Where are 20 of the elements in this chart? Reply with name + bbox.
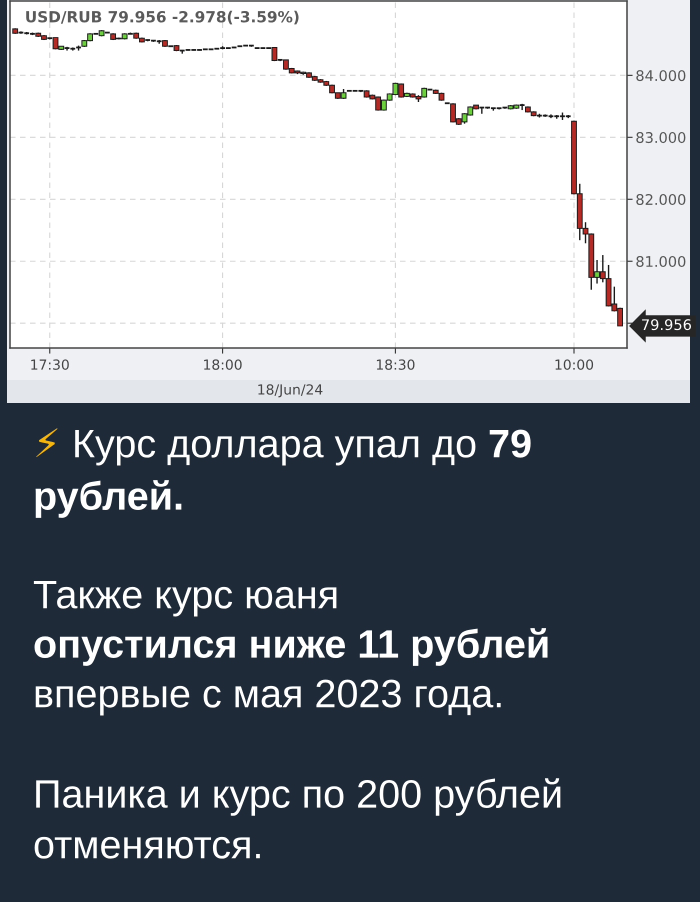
x-axis-title: 18/Jun/24 xyxy=(258,384,322,398)
text: впервые с мая 2023 года. xyxy=(36,680,501,716)
text: опустился ниже 11 рублей xyxy=(34,628,548,666)
x-tick-label: 10:00 xyxy=(556,359,594,370)
text: Курс доллара упал до xyxy=(75,430,476,466)
text: отменяются. xyxy=(34,836,260,859)
text: рублей. xyxy=(36,480,182,518)
y-tick-label: 81.000 xyxy=(636,256,686,267)
text: 79.956 xyxy=(642,319,691,330)
y-tick-label: 82.000 xyxy=(636,194,686,206)
x-tick-label: 18:00 xyxy=(204,359,242,370)
text: ⚡ xyxy=(36,428,58,458)
x-tick-label: 18:30 xyxy=(376,359,414,370)
text: 79 xyxy=(490,430,531,458)
text: Паника и курс по 200 рублей xyxy=(36,778,560,816)
text: USD/RUB 79.956 -2.978(-3.59%) xyxy=(26,10,299,24)
y-tick-label: 84.000 xyxy=(636,70,686,82)
x-tick-label: 17:30 xyxy=(31,359,69,370)
y-tick-label: 83.000 xyxy=(636,132,686,144)
text: Также курс юаня xyxy=(34,581,336,616)
